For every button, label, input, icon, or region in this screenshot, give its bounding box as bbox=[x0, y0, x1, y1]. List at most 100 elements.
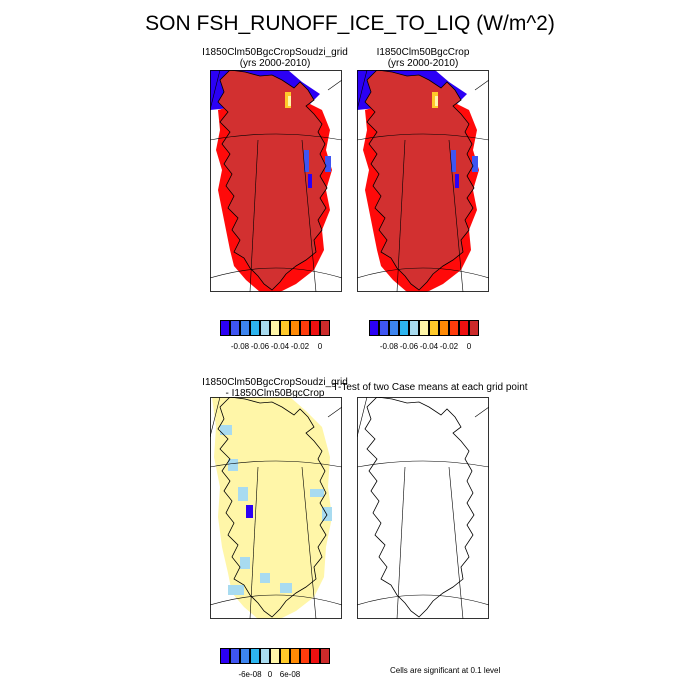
map-frame bbox=[357, 70, 489, 292]
colorbar-swatch bbox=[240, 320, 250, 336]
colorbar-difference bbox=[220, 648, 330, 664]
colorbar-swatch bbox=[220, 320, 230, 336]
meridian-line bbox=[327, 406, 342, 418]
colorbar-swatch bbox=[429, 320, 439, 336]
colorbar-tick-label: -0.02 bbox=[290, 342, 310, 351]
negative-patch bbox=[455, 174, 459, 188]
positive-spot bbox=[435, 96, 438, 106]
panel-2-name: I1850Clm50BgcCrop bbox=[376, 47, 470, 58]
meridian-line bbox=[448, 466, 464, 619]
colorbar-swatch bbox=[260, 320, 270, 336]
chart-title: SON FSH_RUNOFF_ICE_TO_LIQ (W/m^2) bbox=[145, 12, 555, 35]
colorbar-swatch bbox=[250, 320, 260, 336]
colorbar-swatch bbox=[469, 320, 479, 336]
panel-4-title: T-Test of two Case means at each grid po… bbox=[315, 382, 545, 393]
colorbar-swatch bbox=[379, 320, 389, 336]
colorbar-panel-2-ticks: -0.08 -0.06 -0.04 -0.02 0 bbox=[369, 342, 479, 354]
map-frame bbox=[210, 70, 342, 292]
negative-patch bbox=[308, 174, 312, 188]
colorbar-swatch bbox=[270, 320, 280, 336]
colorbar-tick-label: 0 bbox=[466, 342, 472, 351]
colorbar-tick-label: 6e-08 bbox=[279, 670, 301, 679]
colorbar-tick-label: -6e-08 bbox=[238, 670, 262, 679]
panel-1-name: I1850Clm50BgcCropSoudzi_grid bbox=[202, 47, 348, 58]
map-panel-ttest bbox=[357, 397, 489, 619]
colorbar-swatch bbox=[260, 648, 270, 664]
map-frame bbox=[210, 397, 342, 619]
difference-negative-patch bbox=[260, 573, 270, 583]
significance-note: Cells are significant at 0.1 level bbox=[390, 666, 501, 675]
difference-negative-patch bbox=[228, 585, 244, 595]
latitude-line bbox=[210, 460, 342, 468]
panel-1-title: I1850Clm50BgcCropSoudzi_grid (yrs 2000-2… bbox=[175, 47, 375, 69]
colorbar-swatch bbox=[439, 320, 449, 336]
latitude-line bbox=[210, 133, 342, 141]
colorbar-tick-label: -0.08 bbox=[379, 342, 399, 351]
negative-patch bbox=[325, 156, 331, 172]
meridian-line bbox=[448, 139, 464, 292]
coastline bbox=[364, 397, 475, 618]
panel-3-subtitle: - I1850Clm50BgcCrop bbox=[225, 388, 325, 399]
latitude-line bbox=[357, 133, 489, 141]
colorbar-swatch bbox=[449, 320, 459, 336]
colorbar-tick-label: 0 bbox=[317, 342, 323, 351]
colorbar-tick-label: 0 bbox=[267, 670, 273, 679]
map-panel-control-a bbox=[210, 70, 342, 292]
colorbar-swatch bbox=[459, 320, 469, 336]
difference-negative-patch bbox=[322, 507, 332, 521]
colorbar-swatch bbox=[250, 648, 260, 664]
map-panel-difference bbox=[210, 397, 342, 619]
latitude-line bbox=[357, 594, 489, 606]
colorbar-swatch bbox=[300, 648, 310, 664]
map-panel-control-b bbox=[357, 70, 489, 292]
panel-3-name: I1850Clm50BgcCropSoudzi_grid bbox=[202, 377, 348, 388]
colorbar-tick-label: -0.02 bbox=[439, 342, 459, 351]
meridian-line bbox=[396, 466, 406, 619]
difference-negative-patch bbox=[238, 487, 248, 501]
difference-negative-patch bbox=[310, 489, 324, 497]
latitude-line bbox=[210, 267, 342, 279]
meridian-line bbox=[249, 139, 259, 292]
panel-4-name: T-Test of two Case means at each grid po… bbox=[332, 382, 528, 393]
colorbar-panel-1-ticks: -0.08 -0.06 -0.04 -0.02 0 bbox=[220, 342, 330, 354]
meridian-line bbox=[396, 139, 406, 292]
difference-negative-patch bbox=[220, 425, 232, 435]
meridian-line bbox=[249, 466, 259, 619]
colorbar-swatch bbox=[280, 648, 290, 664]
colorbar-swatch bbox=[220, 648, 230, 664]
panel-2-subtitle: (yrs 2000-2010) bbox=[387, 58, 459, 69]
latitude-line bbox=[357, 267, 489, 279]
colorbar-panel-2 bbox=[369, 320, 479, 336]
colorbar-swatch bbox=[369, 320, 379, 336]
colorbar-tick-label: -0.06 bbox=[399, 342, 419, 351]
colorbar-tick-label: -0.06 bbox=[250, 342, 270, 351]
colorbar-swatch bbox=[310, 648, 320, 664]
meridian-line bbox=[301, 466, 317, 619]
colorbar-tick-label: -0.04 bbox=[270, 342, 290, 351]
map-frame bbox=[357, 397, 489, 619]
colorbar-swatch bbox=[240, 648, 250, 664]
panel-3-title: I1850Clm50BgcCropSoudzi_grid - I1850Clm5… bbox=[175, 377, 375, 399]
negative-patch bbox=[472, 156, 478, 172]
colorbar-tick-label: -0.04 bbox=[419, 342, 439, 351]
colorbar-swatch bbox=[270, 648, 280, 664]
difference-negative-patch bbox=[240, 557, 250, 569]
colorbar-difference-ticks: -6e-08 0 6e-08 bbox=[220, 670, 330, 682]
meridian-line bbox=[210, 397, 221, 438]
colorbar-swatch bbox=[389, 320, 399, 336]
meridian-line bbox=[210, 70, 221, 111]
coastline bbox=[217, 70, 328, 291]
panel-2-title: I1850Clm50BgcCrop (yrs 2000-2010) bbox=[323, 47, 523, 69]
latitude-line bbox=[357, 460, 489, 468]
colorbar-swatch bbox=[300, 320, 310, 336]
colorbar-swatch bbox=[320, 648, 330, 664]
meridian-line bbox=[301, 139, 317, 292]
difference-negative-patch bbox=[228, 459, 238, 471]
colorbar-swatch bbox=[290, 320, 300, 336]
latitude-line bbox=[210, 594, 342, 606]
meridian-line bbox=[474, 406, 489, 418]
colorbar-swatch bbox=[230, 648, 240, 664]
meridian-line bbox=[327, 79, 342, 91]
panel-1-subtitle: (yrs 2000-2010) bbox=[239, 58, 311, 69]
difference-negative-patch bbox=[280, 583, 292, 593]
